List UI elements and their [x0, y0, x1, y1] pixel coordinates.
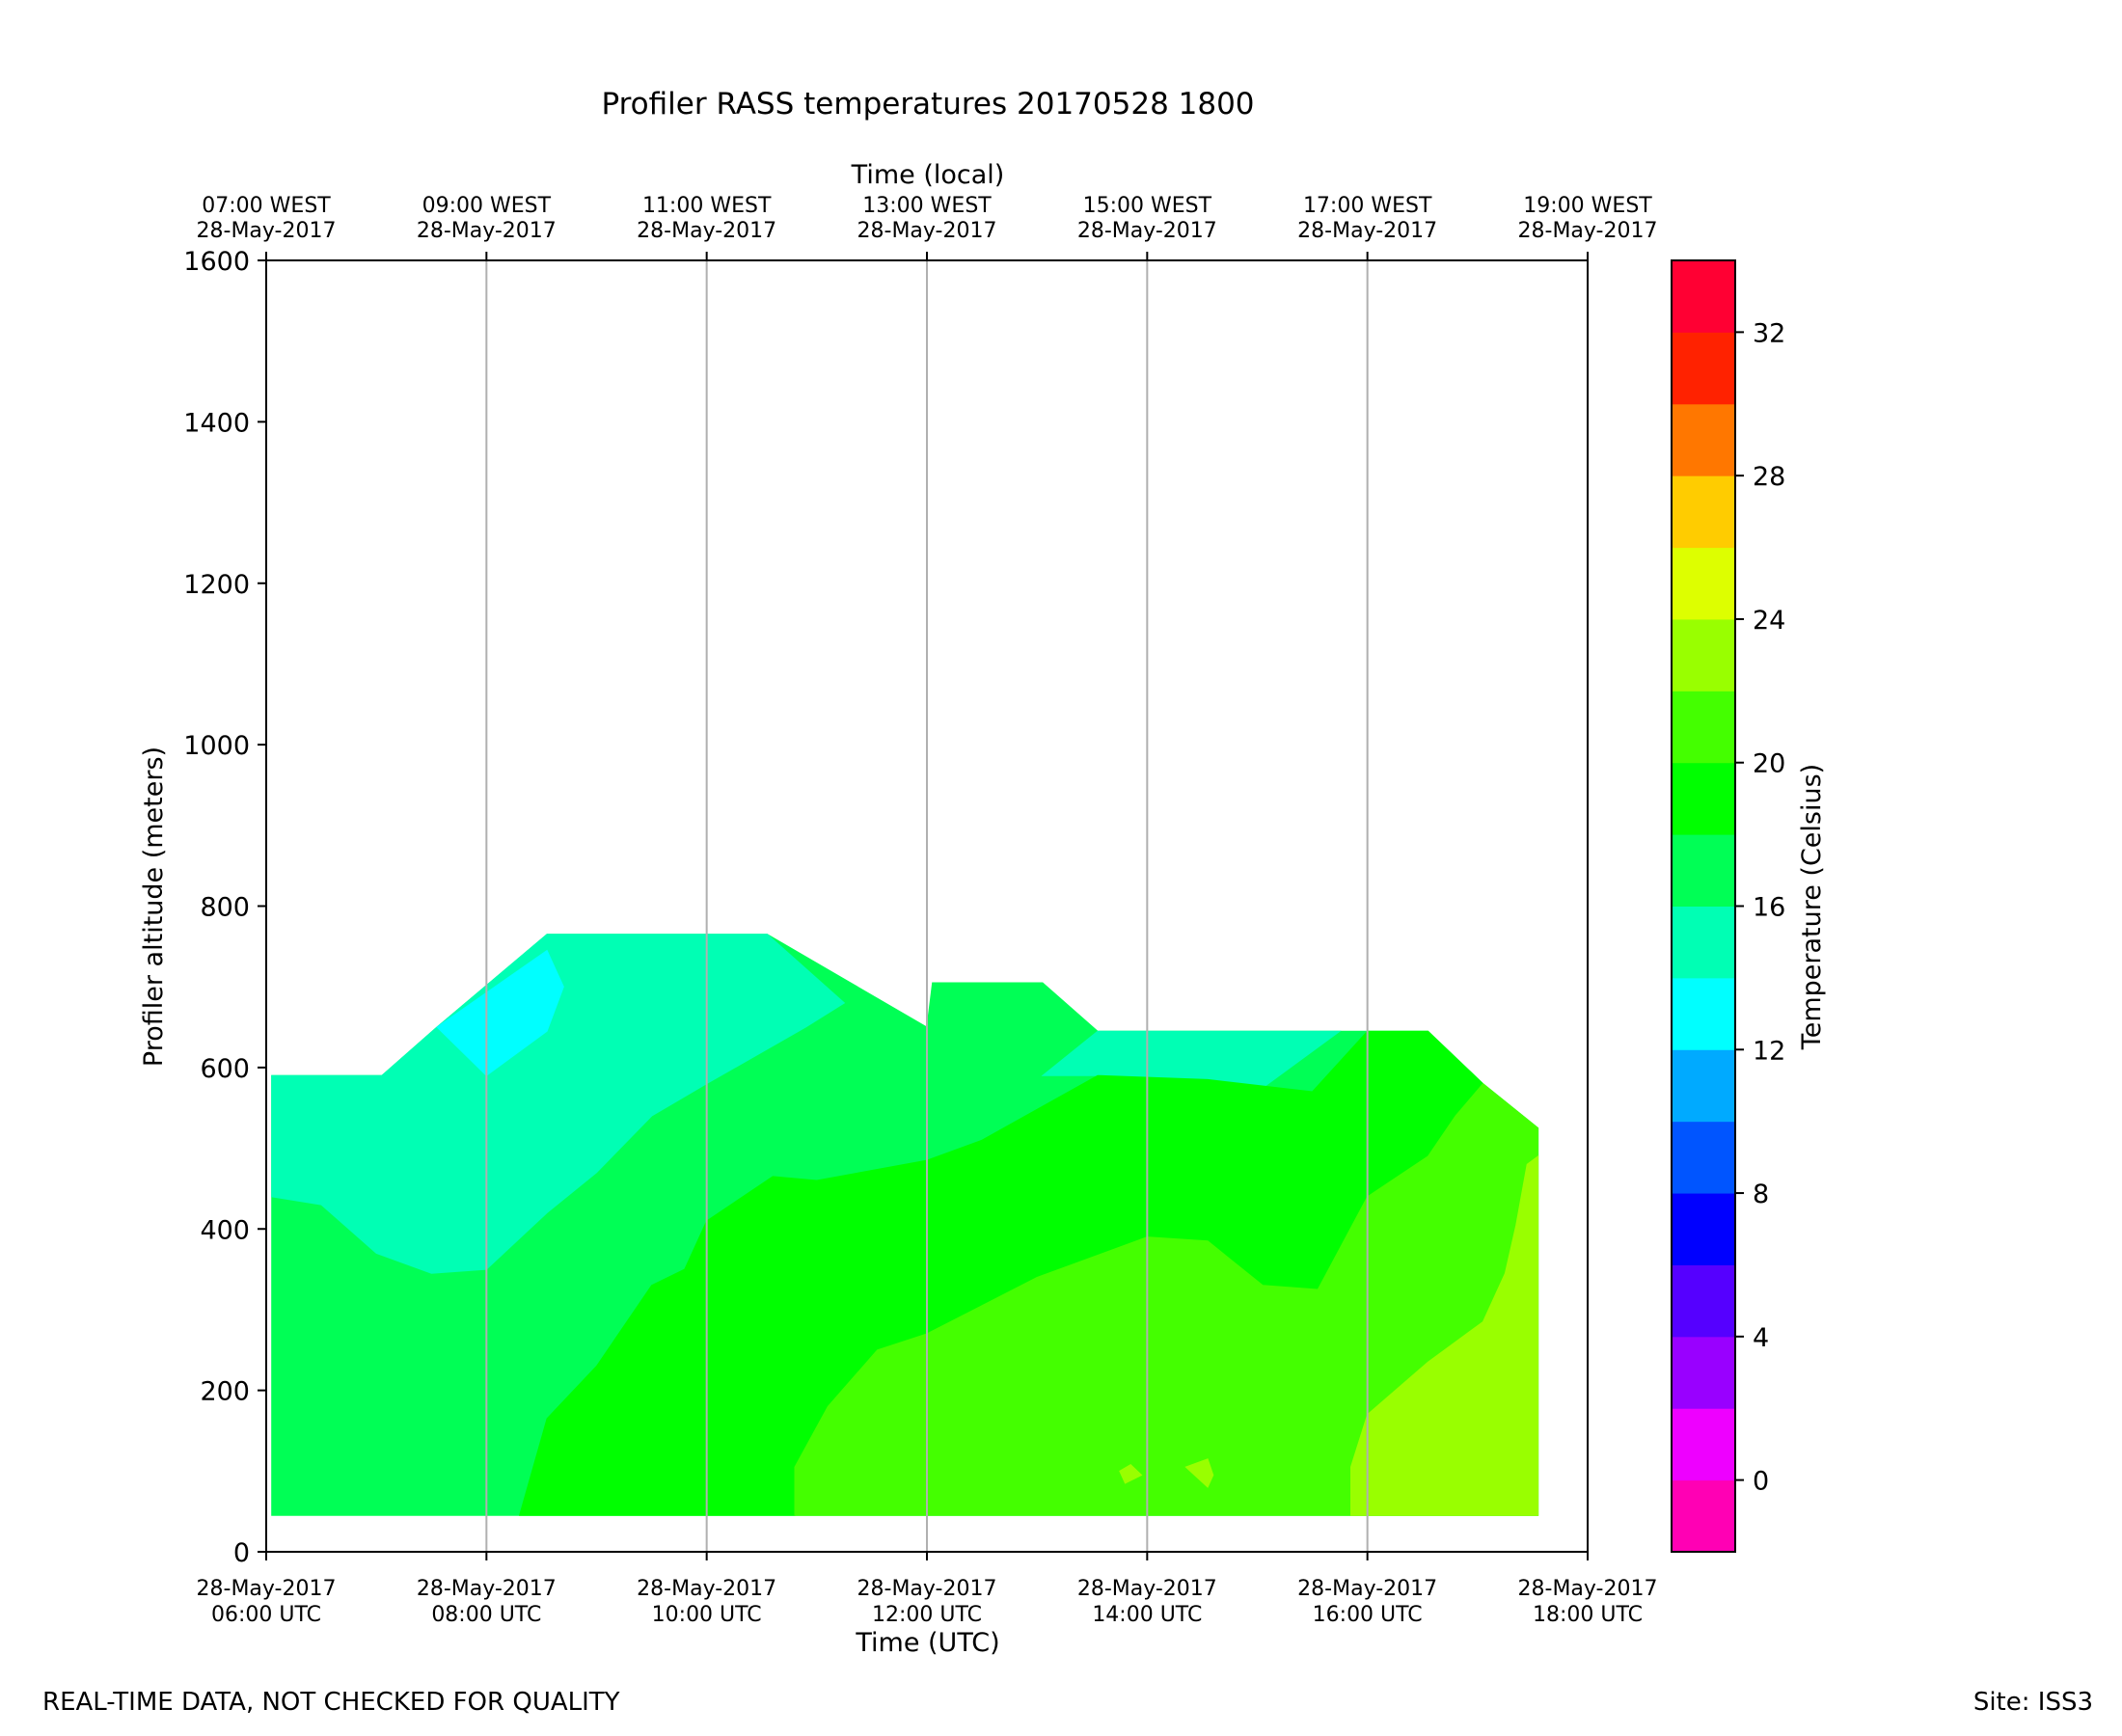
x-tick-date: 28-May-2017	[637, 1577, 776, 1601]
x-top-tick-time: 11:00 WEST	[642, 194, 772, 218]
colorbar-level-6-8	[1672, 1193, 1735, 1265]
colorbar-level-10-12	[1672, 1049, 1735, 1123]
colorbar-level-32-34	[1672, 260, 1735, 333]
y-tick-label: 1600	[183, 247, 250, 277]
y-tick-label: 0	[233, 1538, 250, 1568]
colorbar-label: Temperature (Celsius)	[1797, 764, 1827, 1050]
colorbar-level-20-22	[1672, 691, 1735, 764]
x-top-tick-date: 28-May-2017	[1518, 219, 1658, 243]
y-tick-label: 1200	[183, 570, 250, 600]
colorbar-tick-label: 20	[1753, 749, 1785, 779]
x-top-tick-time: 13:00 WEST	[862, 194, 992, 218]
colorbar-level-16-18	[1672, 834, 1735, 907]
x-top-tick-time: 09:00 WEST	[422, 194, 552, 218]
colorbar	[1672, 260, 1735, 1553]
colorbar-level-28-30	[1672, 403, 1735, 476]
colorbar-level-22-24	[1672, 618, 1735, 692]
x-top-tick-date: 28-May-2017	[637, 219, 776, 243]
colorbar-tick-label: 4	[1753, 1323, 1769, 1353]
colorbar-level-14-16	[1672, 906, 1735, 979]
colorbar-level-12-14	[1672, 977, 1735, 1050]
colorbar-level--2-0	[1672, 1479, 1735, 1553]
colorbar-tick-label: 16	[1753, 893, 1785, 923]
x-tick-time: 10:00 UTC	[652, 1603, 762, 1627]
colorbar-tick-label: 0	[1753, 1467, 1769, 1497]
site-label: Site: ISS3	[1973, 1688, 2093, 1717]
x-tick-time: 12:00 UTC	[872, 1603, 982, 1627]
x-top-tick-time: 17:00 WEST	[1303, 194, 1432, 218]
colorbar-ticks: 0 4 8 12 16 20 24 28 32	[1735, 318, 1785, 1497]
colorbar-tick-label: 32	[1753, 318, 1785, 348]
x-tick-time: 06:00 UTC	[211, 1603, 321, 1627]
colorbar-tick-label: 12	[1753, 1036, 1785, 1066]
chart-title: Profiler RASS temperatures 20170528 1800	[601, 87, 1254, 122]
x-top-tick-date: 28-May-2017	[1077, 219, 1217, 243]
colorbar-level-2-4	[1672, 1336, 1735, 1409]
y-tick-label: 400	[200, 1215, 250, 1245]
contour-band-20-22-5	[794, 1082, 1539, 1516]
colorbar-tick-label: 28	[1753, 462, 1785, 492]
x-tick-time: 08:00 UTC	[431, 1603, 541, 1627]
contour-band-22-24-7	[1119, 1463, 1143, 1484]
y-axis-label: Profiler altitude (meters)	[139, 746, 169, 1067]
y-tick-label: 1400	[183, 408, 250, 438]
x-tick-date: 28-May-2017	[1077, 1577, 1217, 1601]
x-tick-time: 14:00 UTC	[1092, 1603, 1202, 1627]
colorbar-level-26-28	[1672, 475, 1735, 549]
contour-layer	[271, 934, 1539, 1516]
x-tick-date: 28-May-2017	[857, 1577, 997, 1601]
x-tick-date: 28-May-2017	[417, 1577, 557, 1601]
colorbar-level-0-2	[1672, 1408, 1735, 1481]
y-tick-label: 200	[200, 1377, 250, 1407]
quality-note: REAL-TIME DATA, NOT CHECKED FOR QUALITY	[42, 1688, 620, 1717]
x-tick-time: 18:00 UTC	[1533, 1603, 1643, 1627]
colorbar-tick-label: 8	[1753, 1180, 1769, 1209]
contour-band-22-24-6	[1350, 1154, 1539, 1516]
colorbar-level-4-6	[1672, 1264, 1735, 1338]
gridlines	[485, 260, 1369, 1552]
top-axis-label: Time (local)	[851, 160, 1005, 190]
x-top-tick-date: 28-May-2017	[417, 219, 557, 243]
x-tick-date: 28-May-2017	[1518, 1577, 1658, 1601]
x-top-tick-date: 28-May-2017	[1297, 219, 1437, 243]
x-top-tick-time: 19:00 WEST	[1523, 194, 1652, 218]
x-tick-date: 28-May-2017	[197, 1577, 337, 1601]
colorbar-tick-label: 24	[1753, 606, 1785, 636]
colorbar-level-24-26	[1672, 547, 1735, 620]
colorbar-level-18-20	[1672, 762, 1735, 835]
x-top-tick-time: 07:00 WEST	[202, 194, 331, 218]
x-tick-time: 16:00 UTC	[1313, 1603, 1423, 1627]
contour-band-12-14-3	[436, 949, 564, 1076]
colorbar-level-8-10	[1672, 1121, 1735, 1194]
x-top-tick-time: 15:00 WEST	[1083, 194, 1212, 218]
y-tick-label: 1000	[183, 731, 250, 761]
contour-band-22-24-8	[1184, 1458, 1214, 1488]
colorbar-level-30-32	[1672, 332, 1735, 405]
x-axis-label: Time (UTC)	[855, 1628, 999, 1658]
y-tick-label: 800	[200, 893, 250, 923]
x-top-tick-date: 28-May-2017	[197, 219, 337, 243]
x-top-tick-date: 28-May-2017	[857, 219, 997, 243]
x-tick-date: 28-May-2017	[1297, 1577, 1437, 1601]
y-tick-label: 600	[200, 1054, 250, 1084]
y-axis: 0 200 400 600 800 1000 1200 1400 1600	[183, 247, 266, 1568]
